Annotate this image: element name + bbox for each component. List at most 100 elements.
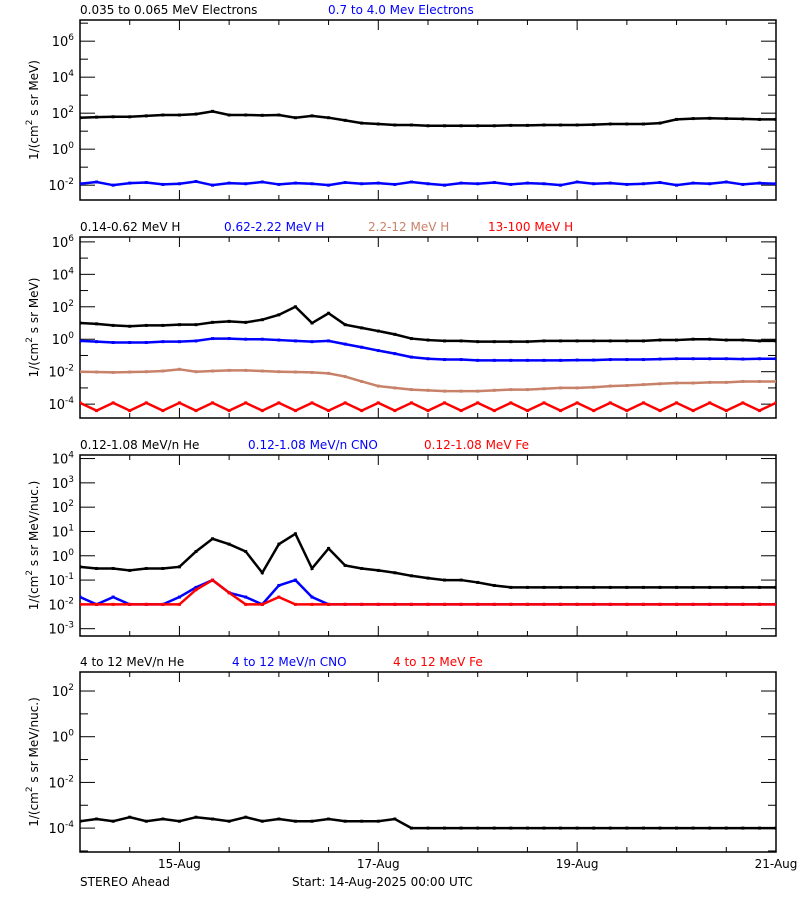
data-point bbox=[675, 401, 679, 405]
data-point bbox=[128, 324, 132, 328]
data-point bbox=[625, 384, 629, 388]
data-point bbox=[194, 585, 198, 589]
data-point bbox=[542, 182, 546, 186]
data-point bbox=[211, 401, 215, 405]
data-point bbox=[310, 182, 314, 186]
data-point bbox=[757, 379, 761, 383]
data-point bbox=[277, 542, 281, 546]
data-point bbox=[310, 340, 314, 344]
data-point bbox=[343, 401, 347, 405]
data-point bbox=[708, 116, 712, 120]
data-point bbox=[459, 358, 463, 362]
data-point bbox=[492, 602, 496, 606]
data-point bbox=[492, 409, 496, 413]
data-point bbox=[509, 358, 513, 362]
data-point bbox=[509, 123, 513, 127]
data-point bbox=[327, 183, 331, 187]
series-line bbox=[80, 368, 776, 393]
data-point bbox=[443, 124, 447, 128]
data-point bbox=[343, 375, 347, 379]
data-point bbox=[459, 578, 463, 582]
data-point bbox=[293, 578, 297, 582]
data-point bbox=[724, 826, 728, 830]
data-point bbox=[757, 117, 761, 121]
data-point bbox=[608, 122, 612, 126]
data-point bbox=[542, 602, 546, 606]
data-point bbox=[559, 339, 563, 343]
data-point bbox=[525, 181, 529, 185]
data-point bbox=[310, 819, 314, 823]
data-point bbox=[542, 339, 546, 343]
data-point bbox=[194, 815, 198, 819]
data-point bbox=[277, 370, 281, 374]
data-point bbox=[128, 409, 132, 413]
data-point bbox=[144, 370, 148, 374]
data-point bbox=[343, 563, 347, 567]
data-point bbox=[194, 339, 198, 343]
data-point bbox=[227, 181, 231, 185]
data-point bbox=[691, 181, 695, 185]
series-layer bbox=[80, 815, 776, 830]
data-point bbox=[95, 115, 99, 119]
data-point bbox=[741, 826, 745, 830]
data-point bbox=[575, 585, 579, 589]
data-point bbox=[293, 532, 297, 536]
data-point bbox=[774, 401, 776, 405]
data-point bbox=[376, 181, 380, 185]
data-point bbox=[542, 585, 546, 589]
data-point bbox=[177, 182, 181, 186]
data-point bbox=[525, 123, 529, 127]
data-point bbox=[376, 349, 380, 353]
data-point bbox=[757, 585, 761, 589]
data-point bbox=[757, 181, 761, 185]
data-point bbox=[459, 409, 463, 413]
data-point bbox=[509, 388, 513, 392]
data-point bbox=[724, 602, 728, 606]
data-point bbox=[227, 337, 231, 341]
data-point bbox=[128, 815, 132, 819]
data-point bbox=[393, 409, 397, 413]
y-tick-label: 10-2 bbox=[48, 364, 74, 381]
data-point bbox=[80, 370, 82, 374]
data-point bbox=[227, 819, 231, 823]
data-point bbox=[227, 113, 231, 117]
y-tick-label: 10-1 bbox=[48, 572, 74, 589]
data-point bbox=[741, 379, 745, 383]
data-point bbox=[177, 323, 181, 327]
data-point bbox=[360, 819, 364, 823]
data-point bbox=[708, 380, 712, 384]
data-point bbox=[658, 181, 662, 185]
data-point bbox=[177, 113, 181, 117]
data-point bbox=[559, 826, 563, 830]
data-point bbox=[144, 566, 148, 570]
data-point bbox=[675, 357, 679, 361]
data-point bbox=[376, 384, 380, 388]
data-point bbox=[658, 382, 662, 386]
y-tick-label: 10-4 bbox=[48, 396, 74, 413]
data-point bbox=[260, 113, 264, 117]
data-point bbox=[227, 409, 231, 413]
data-point bbox=[608, 358, 612, 362]
data-point bbox=[343, 118, 347, 122]
y-axis-label: 1/(cm2 s sr MeV) bbox=[25, 278, 41, 378]
data-point bbox=[128, 602, 132, 606]
data-point bbox=[409, 401, 413, 405]
data-point bbox=[658, 121, 662, 125]
data-point bbox=[542, 826, 546, 830]
data-point bbox=[393, 571, 397, 575]
data-point bbox=[691, 826, 695, 830]
data-point bbox=[691, 585, 695, 589]
data-point bbox=[211, 320, 215, 324]
panel-4: 4 to 12 MeV/n He 4 to 12 MeV/n CNO 4 to 12… bbox=[25, 655, 777, 853]
data-point bbox=[509, 602, 513, 606]
data-point bbox=[211, 537, 215, 541]
legend-entry: 0.62-2.22 MeV H bbox=[224, 220, 324, 234]
data-point bbox=[111, 115, 115, 119]
data-point bbox=[177, 367, 181, 371]
plot-frame bbox=[79, 671, 777, 853]
data-point bbox=[95, 180, 99, 184]
x-tick-label: 19-Aug bbox=[556, 857, 599, 871]
data-point bbox=[227, 368, 231, 372]
data-point bbox=[443, 183, 447, 187]
data-point bbox=[310, 602, 314, 606]
